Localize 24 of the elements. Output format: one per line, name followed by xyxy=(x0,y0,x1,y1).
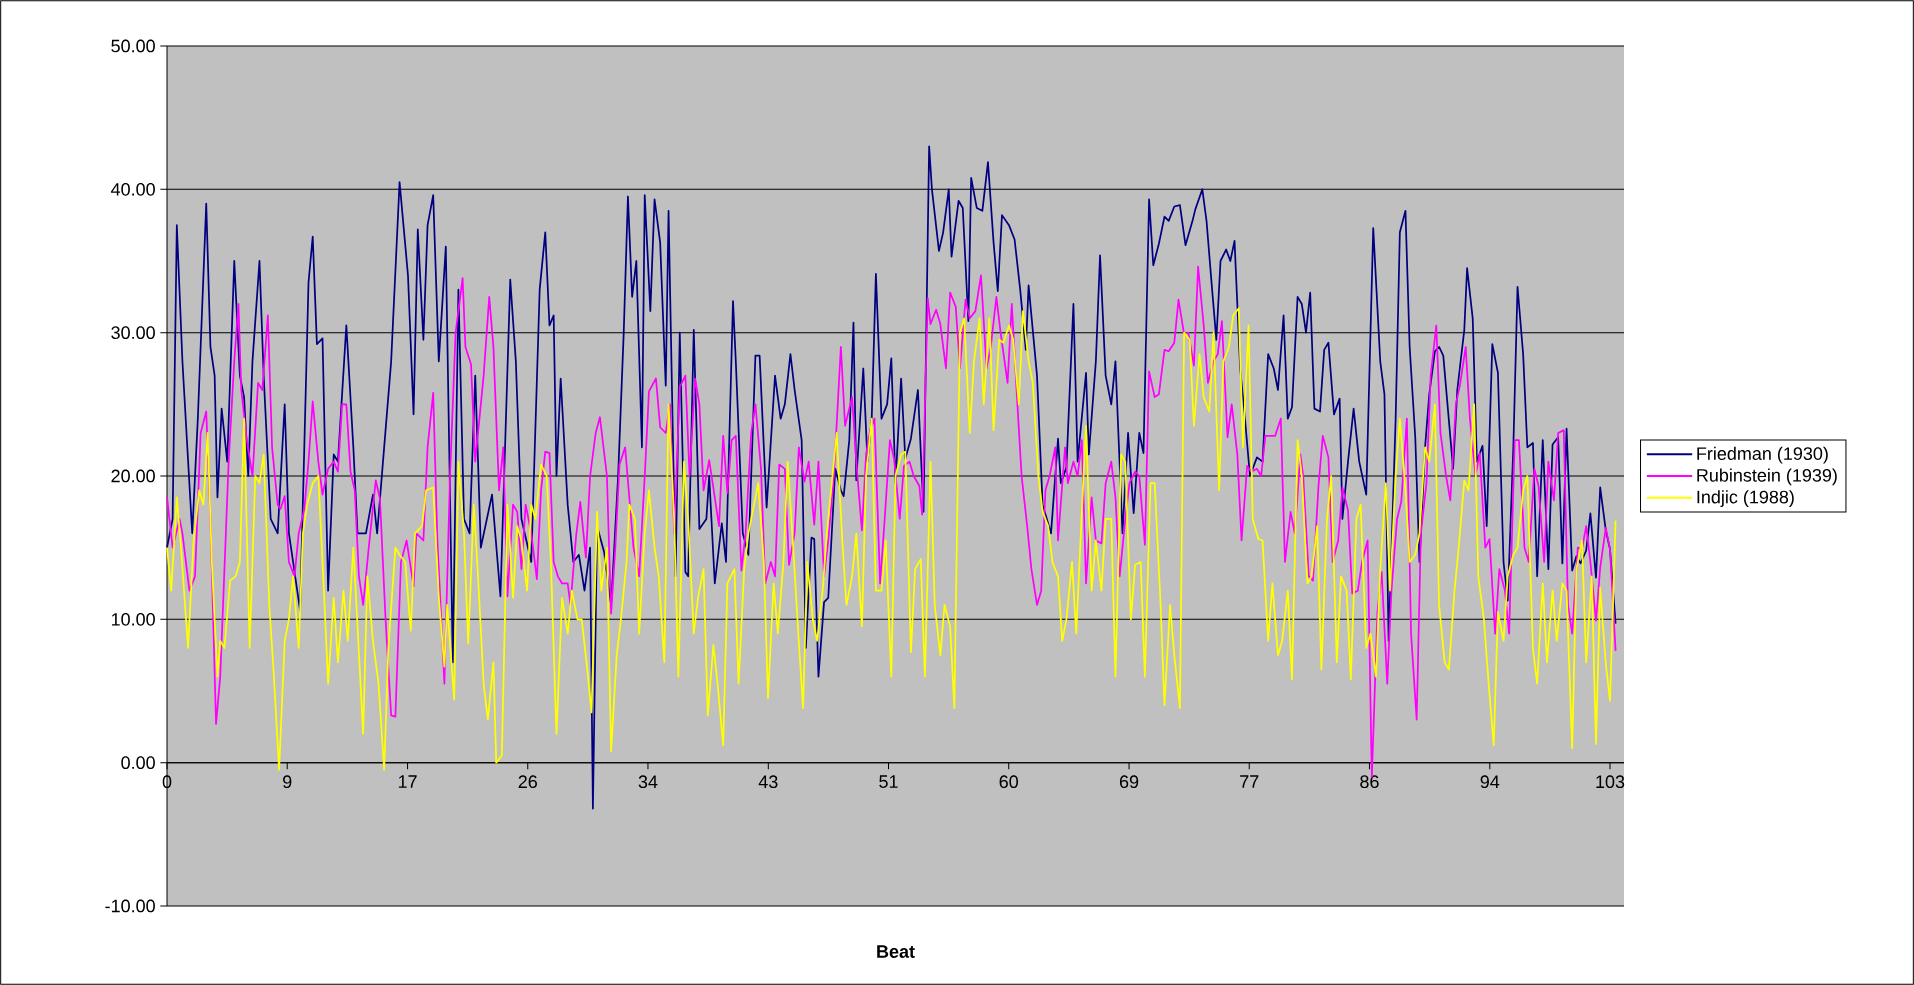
x-axis-title: Beat xyxy=(877,945,915,958)
x-tick-label: 9 xyxy=(283,775,292,789)
x-tick-label: 60 xyxy=(999,775,1019,789)
x-tick-label: 34 xyxy=(638,775,658,789)
legend-label: Indjic (1988) xyxy=(1697,490,1794,507)
x-tick-label: 43 xyxy=(758,775,778,789)
x-tick-label: 0 xyxy=(162,775,172,789)
x-tick-label: 77 xyxy=(1240,775,1259,788)
y-tick-label: 20.00 xyxy=(111,469,155,483)
x-tick-label: 103 xyxy=(1596,775,1625,789)
x-tick-label: 69 xyxy=(1119,775,1139,789)
y-tick-label: 0.00 xyxy=(121,756,155,770)
y-tick-label: 10.00 xyxy=(111,612,155,626)
y-tick-label: 50.00 xyxy=(111,39,155,53)
y-tick-label: 30.00 xyxy=(111,326,155,340)
x-tick-label: 26 xyxy=(518,775,537,789)
x-tick-label: 51 xyxy=(879,775,898,788)
x-tick-label: 17 xyxy=(398,775,417,788)
x-tick-label: 94 xyxy=(1480,775,1500,789)
y-tick-label: 40.00 xyxy=(111,182,155,196)
legend-label: Rubinstein (1939) xyxy=(1697,468,1837,486)
x-tick-label: 86 xyxy=(1360,775,1379,789)
y-tick-label: -10.00 xyxy=(105,899,155,913)
legend-label: Friedman (1930) xyxy=(1697,446,1828,464)
